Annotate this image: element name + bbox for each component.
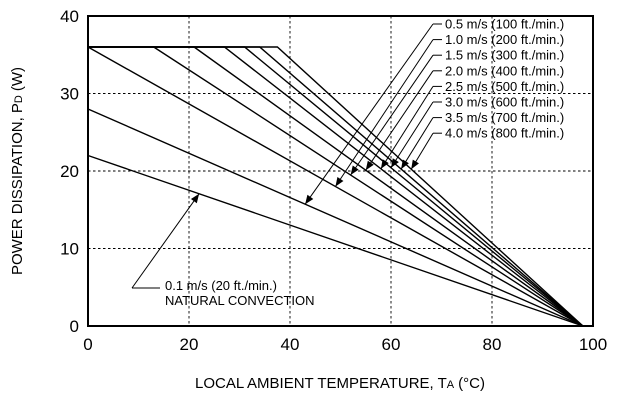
x-tick-label: 100	[579, 335, 607, 354]
derating-curves	[87, 46, 584, 327]
callout-leader	[390, 101, 434, 169]
callout-label: 2.0 m/s (400 ft./min.)	[445, 63, 564, 78]
callout-arrowhead	[401, 159, 409, 170]
callout-label: 0.1 m/s (20 ft./min.)	[165, 278, 277, 293]
callout-leader	[131, 193, 200, 289]
curve-callouts: 0.5 m/s (100 ft./min.)1.0 m/s (200 ft./m…	[131, 17, 564, 308]
x-tick-label: 0	[83, 335, 92, 354]
callout-arrowhead	[380, 159, 389, 169]
y-tick-label: 0	[70, 317, 79, 336]
callout-arrowhead	[190, 193, 200, 204]
x-axis-title: LOCAL AMBIENT TEMPERATURE, TA (°C)	[195, 375, 485, 392]
plot-frame	[87, 15, 594, 327]
callout-leader	[380, 86, 434, 170]
y-tick-label: 30	[60, 85, 79, 104]
y-tick-label: 40	[60, 7, 79, 26]
callout-arrowhead	[391, 158, 399, 168]
callout-label: 4.0 m/s (800 ft./min.)	[445, 126, 564, 141]
callout-arrowhead	[335, 177, 344, 187]
callout-label: 2.5 m/s (500 ft./min.)	[445, 79, 564, 94]
callout-label: 1.5 m/s (300 ft./min.)	[445, 48, 564, 63]
callout-leader	[365, 70, 434, 171]
y-tick-label: 20	[60, 162, 79, 181]
x-tick-label: 80	[483, 335, 502, 354]
callout-leader	[304, 23, 434, 205]
x-tick-label: 60	[382, 335, 401, 354]
derating-curve	[88, 46, 584, 327]
x-tick-label: 20	[180, 335, 199, 354]
callout-label: NATURAL CONVECTION	[165, 293, 315, 308]
tick-labels: 0 20 40 60 80 100 0 10 20 30 40	[60, 7, 607, 354]
x-tick-label: 40	[281, 335, 300, 354]
callout-label: 3.5 m/s (700 ft./min.)	[445, 110, 564, 125]
callout-arrowhead	[305, 194, 314, 205]
callout-leader	[335, 39, 434, 187]
derating-curve	[87, 108, 584, 327]
callout-arrowhead	[350, 165, 359, 176]
callout-arrowhead	[365, 160, 374, 171]
callout-leader	[400, 117, 434, 170]
callout-arrowhead	[411, 159, 419, 170]
y-tick-label: 10	[60, 240, 79, 259]
callout-leader	[350, 54, 434, 176]
y-axis-title: POWER DISSIPATION, PD(W)	[9, 67, 26, 275]
derating-curve	[87, 154, 584, 327]
callout-label: 0.5 m/s (100 ft./min.)	[445, 17, 564, 32]
grid-lines	[88, 16, 593, 326]
callout-label: 3.0 m/s (600 ft./min.)	[445, 95, 564, 110]
callout-label: 1.0 m/s (200 ft./min.)	[445, 32, 564, 47]
